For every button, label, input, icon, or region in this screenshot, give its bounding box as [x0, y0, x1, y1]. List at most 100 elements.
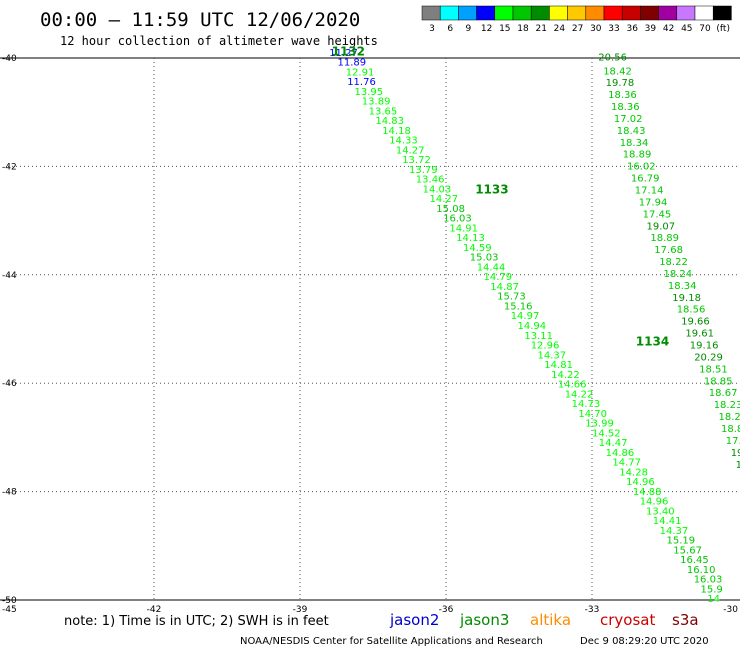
y-tick-label: -46	[2, 379, 17, 389]
footer-note: note: 1) Time is in UTC; 2) SWH is in fe…	[64, 614, 329, 629]
swh-value: 14.27	[396, 145, 425, 156]
colorbar-swatch	[585, 5, 605, 21]
satellite-legend: jason2 jason3 altika cryosat s3a	[389, 611, 699, 629]
y-tick-label: -48	[2, 488, 17, 498]
colorbar-label: (ft)	[716, 24, 730, 34]
swh-value: 20.56	[598, 53, 627, 64]
colorbar-label: 6	[447, 24, 453, 34]
swh-value: 16.03	[443, 214, 472, 225]
swh-value: 19.4	[736, 460, 740, 471]
swh-value: 14.81	[544, 360, 573, 371]
satellite-legend-altika: altika	[530, 611, 571, 629]
swh-value: 14.77	[612, 458, 641, 469]
colorbar-label: 70	[699, 24, 711, 34]
swh-value: 18.84	[721, 424, 740, 435]
x-tick-label: -30	[723, 605, 738, 615]
data-points: 11.2711.8912.9111.7613.9513.8913.6514.83…	[329, 48, 740, 605]
swh-value: 14.37	[660, 526, 689, 537]
swh-value: 14.41	[653, 516, 682, 527]
colorbar-label: 30	[590, 24, 602, 34]
footer-credit: NOAA/NESDIS Center for Satellite Applica…	[240, 636, 543, 647]
pass-label: 1133	[475, 183, 508, 197]
satellite-legend-s3a: s3a	[672, 611, 699, 629]
swh-value: 14	[707, 594, 720, 605]
swh-value: 19.56	[731, 448, 740, 459]
swh-value: 14.66	[558, 380, 587, 391]
plot-area: -40 -42 -44 -46 -48 -50 -45 -42 -39 -36 -33 -30 11…	[0, 44, 740, 615]
swh-value: 17.16	[726, 436, 740, 447]
swh-value: 18.22	[659, 257, 688, 268]
swh-value: 16.79	[631, 174, 660, 185]
colorbar-label: 27	[572, 24, 583, 34]
pass-label: 1134	[636, 334, 669, 348]
colorbar-swatch	[694, 5, 714, 21]
colorbar-label: 36	[626, 24, 638, 34]
x-tick-label: -39	[293, 605, 308, 615]
swh-value: 14.27	[430, 194, 459, 205]
colorbar-swatch	[439, 5, 459, 21]
swh-value: 19.66	[681, 317, 710, 328]
swh-value: 18.24	[719, 412, 740, 423]
swh-value: 14.91	[449, 223, 478, 234]
colorbar-label: 12	[481, 24, 492, 34]
swh-value: 14.87	[490, 282, 519, 293]
x-ticks: -45 -42 -39 -36 -33 -30	[2, 605, 738, 615]
swh-value: 14.44	[477, 263, 506, 274]
colorbar-swatch	[549, 5, 568, 21]
swh-value: 13.46	[416, 175, 445, 186]
swh-value: 18.23	[714, 400, 740, 411]
swh-value: 19.61	[685, 329, 714, 340]
swh-value: 14.22	[565, 389, 594, 400]
swh-value: 14.28	[619, 467, 648, 478]
swh-value: 15.67	[673, 545, 702, 556]
swh-value: 14.03	[423, 184, 452, 195]
swh-value: 13.79	[409, 165, 438, 176]
colorbar-label: 9	[466, 24, 472, 34]
colorbar-label: 21	[535, 24, 546, 34]
x-tick-label: -42	[147, 605, 162, 615]
swh-value: 18.34	[668, 281, 697, 292]
footer-timestamp: Dec 9 08:29:20 UTC 2020	[580, 636, 709, 647]
swh-value: 14.96	[626, 477, 655, 488]
colorbar-swatch	[458, 5, 477, 21]
page-title: 00:00 – 11:59 UTC 12/06/2020	[40, 9, 360, 31]
x-tick-label: -33	[585, 605, 600, 615]
swh-value: 20.29	[694, 352, 723, 363]
swh-value: 14.47	[599, 438, 628, 449]
swh-value: 18.34	[620, 138, 649, 149]
colorbar-swatch	[658, 5, 678, 21]
swh-value: 13.99	[585, 419, 614, 430]
swh-value: 17.94	[639, 197, 668, 208]
y-tick-label: -42	[2, 162, 17, 172]
colorbar-swatch	[530, 5, 550, 21]
swh-value: 16.10	[687, 565, 716, 576]
swh-value: 12.91	[346, 67, 375, 78]
colorbar-label: 33	[608, 24, 619, 34]
pass-labels: 1132113311341135004200410040	[332, 44, 670, 348]
satellite-legend-jason2: jason2	[389, 611, 439, 629]
colorbar-swatch	[476, 5, 496, 21]
swh-value: 19.78	[606, 78, 635, 89]
swh-value: 17.45	[643, 209, 672, 220]
swh-value: 18.42	[603, 66, 632, 77]
swh-value: 14.18	[382, 126, 411, 137]
swh-value: 14.86	[606, 448, 635, 459]
swh-value: 18.24	[664, 269, 693, 280]
swh-value: 15.03	[470, 253, 499, 264]
swh-value: 17.02	[614, 114, 643, 125]
swh-value: 11.89	[338, 58, 367, 69]
page-subtitle: 12 hour collection of altimeter wave hei…	[60, 34, 378, 48]
swh-value: 18.67	[709, 388, 738, 399]
swh-value: 14.37	[538, 350, 567, 361]
colorbar-label: 15	[499, 24, 510, 34]
swh-value: 16.02	[627, 162, 656, 173]
x-tick-label: -36	[439, 605, 454, 615]
colorbar-legend: 3 6 9 12 15 18 21 24 27 30 33 36 39 42 45 70 (ft)	[421, 5, 732, 34]
swh-value: 14.73	[572, 399, 601, 410]
swh-value: 14.33	[389, 136, 418, 147]
swh-value: 18.85	[704, 376, 733, 387]
colorbar-swatch	[494, 5, 514, 21]
swh-value: 18.36	[611, 102, 640, 113]
colorbar-swatch	[603, 5, 623, 21]
